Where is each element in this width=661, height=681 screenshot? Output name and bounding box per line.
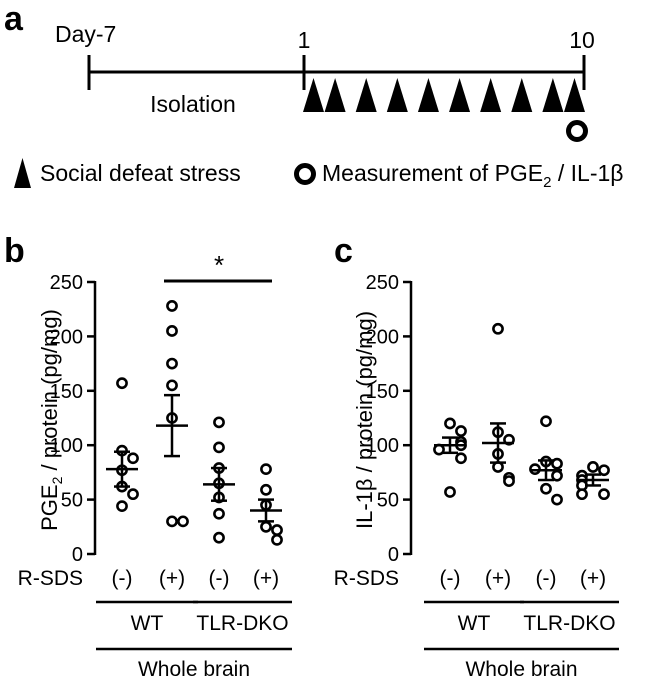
y-axis-label-b: PGE2 / protein (pg/mg) xyxy=(37,309,65,531)
data-point xyxy=(177,515,189,528)
y-tick-label: 100 xyxy=(366,435,399,457)
isolation-label: Isolation xyxy=(150,91,236,117)
region-label: Whole brain xyxy=(138,658,250,681)
stress-triangle-icon xyxy=(542,78,564,112)
data-point xyxy=(598,464,610,477)
data-point xyxy=(551,457,563,470)
data-point xyxy=(271,533,283,546)
row-label-r-sds: R-SDS xyxy=(18,567,83,590)
data-point xyxy=(116,377,128,390)
data-point xyxy=(551,493,563,506)
data-point xyxy=(260,520,272,533)
y-tick-label: 150 xyxy=(50,381,83,403)
group-label-tlr-dko: TLR-DKO xyxy=(523,612,615,635)
category-label: (+) xyxy=(253,567,279,590)
group-label-tlr-dko: TLR-DKO xyxy=(196,612,288,635)
category-label: (-) xyxy=(440,567,461,590)
stress-triangle-icon xyxy=(303,78,324,112)
day-end-label: 10 xyxy=(569,27,595,53)
data-point xyxy=(213,507,225,520)
panel-label-c: c xyxy=(334,232,353,270)
y-tick-label: 250 xyxy=(366,272,399,294)
data-point xyxy=(260,483,272,496)
stress-triangle-icon xyxy=(564,78,585,112)
y-tick-label: 50 xyxy=(377,490,399,512)
data-point xyxy=(271,524,283,536)
y-tick-label: 0 xyxy=(72,544,83,566)
stress-triangle-icon xyxy=(480,78,502,112)
stress-triangle-icon xyxy=(386,78,408,112)
data-point xyxy=(166,515,178,528)
stress-triangle-icon xyxy=(417,78,439,112)
data-point xyxy=(444,417,456,430)
y-tick-label: 150 xyxy=(366,381,399,403)
y-tick-label: 50 xyxy=(61,490,83,512)
category-label: (+) xyxy=(485,567,511,590)
data-point xyxy=(127,452,139,465)
category-label: (-) xyxy=(209,567,230,590)
data-point xyxy=(587,461,599,473)
pge2-chart: b PGE2 / protein (pg/mg) 0 50 100 150 200 250… xyxy=(4,232,292,681)
stress-triangle-icon xyxy=(449,78,471,112)
data-point xyxy=(213,441,225,454)
data-point xyxy=(576,488,588,501)
data-point xyxy=(166,300,178,312)
category-label: (+) xyxy=(580,567,606,590)
stress-triangles xyxy=(303,78,585,112)
group-label-wt: WT xyxy=(458,612,491,635)
data-point xyxy=(444,486,456,498)
day-mid-label: 1 xyxy=(298,27,311,53)
significance-b: * xyxy=(164,250,272,283)
row-label-r-sds: R-SDS xyxy=(334,567,399,590)
stress-triangle-icon xyxy=(511,78,533,112)
data-point xyxy=(503,475,515,488)
data-point xyxy=(166,325,178,337)
data-point xyxy=(213,531,225,544)
y-axis-label-c: IL-1β / protein (pg/mg) xyxy=(352,311,377,529)
y-tick-label: 200 xyxy=(366,326,399,348)
data-point xyxy=(213,416,225,429)
y-tick-label: 100 xyxy=(50,435,83,457)
legend-stress-label: Social defeat stress xyxy=(40,160,241,186)
data-points-c xyxy=(433,322,610,506)
y-axis-c: 0 50 100 150 200 250 xyxy=(366,272,413,566)
measurement-circle-icon xyxy=(566,120,588,142)
data-point xyxy=(127,488,139,501)
data-point xyxy=(260,463,272,476)
measurement-legend-circle-icon xyxy=(294,163,316,185)
social-defeat-triangle-icon xyxy=(14,158,31,188)
data-point xyxy=(166,379,178,392)
data-point xyxy=(455,452,467,465)
x-labels-c: R-SDS (-) (+) (-) (+) WT TLR-DKO Whole brain xyxy=(334,567,619,681)
data-point xyxy=(540,482,552,495)
stress-triangle-icon xyxy=(324,78,346,112)
x-labels-b: R-SDS (-) (+) (-) (+) WT TLR-DKO Whole brain xyxy=(18,567,292,681)
legend-measurement-label: Measurement of PGE2 / IL-1β xyxy=(322,160,624,191)
data-points-b xyxy=(106,300,283,546)
y-axis-b: 0 50 100 150 200 250 xyxy=(50,272,97,566)
y-tick-label: 250 xyxy=(50,272,83,294)
timeline-panel: a Day-7 1 10 Isolation Social defeat str… xyxy=(4,0,624,191)
data-point xyxy=(492,322,504,335)
category-label: (-) xyxy=(536,567,557,590)
day-start-label: Day-7 xyxy=(55,21,116,47)
y-tick-label: 200 xyxy=(50,326,83,348)
region-label: Whole brain xyxy=(465,658,577,681)
significance-star: * xyxy=(214,250,224,280)
group-label-wt: WT xyxy=(131,612,164,635)
data-point xyxy=(116,500,128,513)
category-label: (-) xyxy=(112,567,133,590)
y-tick-label: 0 xyxy=(388,544,399,566)
data-point xyxy=(455,425,467,437)
panel-label-a: a xyxy=(4,0,24,38)
data-point xyxy=(166,357,178,370)
data-point xyxy=(598,488,610,501)
data-point xyxy=(540,415,552,428)
il1b-chart: c IL-1β / protein (pg/mg) 0 50 100 150 200 25… xyxy=(334,232,619,681)
category-label: (+) xyxy=(159,567,185,590)
stress-triangle-icon xyxy=(355,78,377,112)
panel-label-b: b xyxy=(4,232,25,270)
